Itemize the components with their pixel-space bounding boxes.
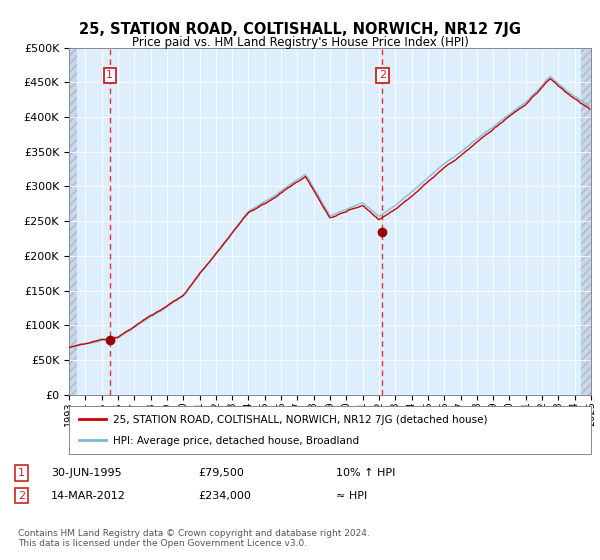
Text: 1: 1: [106, 71, 113, 81]
Text: 10% ↑ HPI: 10% ↑ HPI: [336, 468, 395, 478]
Text: HPI: Average price, detached house, Broadland: HPI: Average price, detached house, Broa…: [113, 436, 359, 446]
Text: 30-JUN-1995: 30-JUN-1995: [51, 468, 122, 478]
Text: Contains HM Land Registry data © Crown copyright and database right 2024.
This d: Contains HM Land Registry data © Crown c…: [18, 529, 370, 548]
Text: ≈ HPI: ≈ HPI: [336, 491, 367, 501]
FancyBboxPatch shape: [69, 406, 591, 454]
Text: 1: 1: [18, 468, 25, 478]
Text: 2: 2: [18, 491, 25, 501]
Text: £234,000: £234,000: [198, 491, 251, 501]
Text: £79,500: £79,500: [198, 468, 244, 478]
Text: 14-MAR-2012: 14-MAR-2012: [51, 491, 126, 501]
Text: 25, STATION ROAD, COLTISHALL, NORWICH, NR12 7JG (detached house): 25, STATION ROAD, COLTISHALL, NORWICH, N…: [113, 416, 488, 425]
Text: Price paid vs. HM Land Registry's House Price Index (HPI): Price paid vs. HM Land Registry's House …: [131, 36, 469, 49]
Text: 2: 2: [379, 71, 386, 81]
Text: 25, STATION ROAD, COLTISHALL, NORWICH, NR12 7JG: 25, STATION ROAD, COLTISHALL, NORWICH, N…: [79, 22, 521, 38]
